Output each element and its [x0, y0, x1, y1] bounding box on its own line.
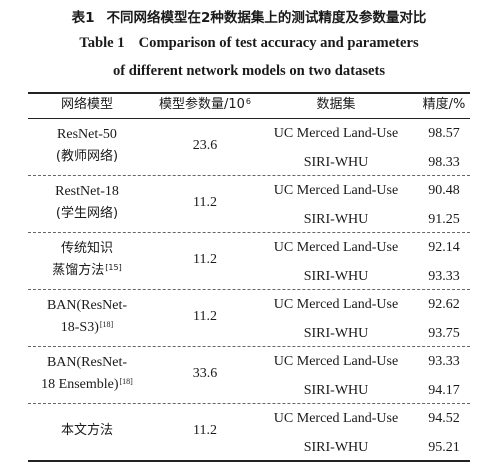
- model-name-line1: ResNet-50: [57, 127, 117, 142]
- accuracy-value: 98.57: [428, 126, 460, 141]
- dataset-name: SIRI-WHU: [303, 155, 369, 170]
- model-name-line1: BAN(ResNet-: [46, 298, 128, 313]
- accuracy-value: 95.21: [428, 440, 460, 455]
- header-params: 模型参数量/106: [146, 97, 264, 113]
- accuracy-value: 91.25: [428, 212, 460, 227]
- params-value: 33.6: [192, 366, 218, 381]
- header-params-label: 模型参数量/10: [158, 97, 245, 112]
- citation-ref: [18]: [119, 377, 133, 386]
- dataset-name: UC Merced Land-Use: [273, 240, 399, 255]
- table-title-en-line2: of different network models on two datas…: [112, 63, 386, 79]
- table-title-zh: 不同网络模型在2种数据集上的测试精度及参数量对比: [106, 10, 427, 26]
- accuracy-value: 93.33: [428, 354, 460, 369]
- params-value: 11.2: [193, 252, 217, 267]
- model-name-line2: 18 Ensemble)[18]: [28, 377, 146, 393]
- model-name-line2-text: 蒸馏方法: [52, 263, 105, 278]
- model-name-line1: RestNet-18: [55, 184, 119, 199]
- dataset-name: UC Merced Land-Use: [273, 354, 399, 369]
- header-params-exponent: 6: [245, 97, 252, 106]
- accuracy-value: 94.17: [428, 383, 460, 398]
- row-separator: [28, 289, 470, 290]
- accuracy-value: 92.62: [428, 297, 460, 312]
- dataset-name: UC Merced Land-Use: [273, 183, 399, 198]
- params-value: 23.6: [192, 138, 218, 153]
- dataset-name: SIRI-WHU: [303, 326, 369, 341]
- dataset-name: SIRI-WHU: [303, 383, 369, 398]
- row-separator: [28, 403, 470, 404]
- table-number-en: Table 1: [79, 35, 125, 51]
- table-number-zh: 表1: [71, 10, 95, 26]
- model-name-line1: 传统知识: [60, 241, 113, 256]
- accuracy-value: 93.75: [428, 326, 460, 341]
- table-caption-zh: 表1 不同网络模型在2种数据集上的测试精度及参数量对比: [0, 6, 498, 26]
- dataset-name: SIRI-WHU: [303, 440, 369, 455]
- model-name-line2: (教师网络): [28, 149, 146, 165]
- params-value: 11.2: [193, 423, 217, 438]
- model-name-line2-text: (教师网络): [55, 149, 119, 164]
- citation-ref: [15]: [105, 263, 122, 272]
- table-bottom-rule: [28, 460, 470, 462]
- row-separator: [28, 232, 470, 233]
- accuracy-value: 92.14: [428, 240, 460, 255]
- table-top-rule: [28, 92, 470, 94]
- table-caption-en: Table 1 Comparison of test accuracy and p…: [0, 35, 498, 52]
- accuracy-value: 90.48: [428, 183, 460, 198]
- params-value: 11.2: [193, 309, 217, 324]
- dataset-name: UC Merced Land-Use: [273, 297, 399, 312]
- header-rule: [28, 118, 470, 119]
- header-model: 网络模型: [60, 97, 113, 112]
- model-name-line2-text: (学生网络): [55, 206, 119, 221]
- dataset-name: UC Merced Land-Use: [273, 411, 399, 426]
- accuracy-value: 93.33: [428, 269, 460, 284]
- dataset-name: UC Merced Land-Use: [273, 126, 399, 141]
- dataset-name: SIRI-WHU: [303, 269, 369, 284]
- model-name-line2-text: 18 Ensemble): [41, 377, 119, 392]
- accuracy-value: 94.52: [428, 411, 460, 426]
- model-name-line1: BAN(ResNet-: [46, 355, 128, 370]
- dataset-name: SIRI-WHU: [303, 212, 369, 227]
- model-name: 本文方法: [60, 423, 113, 438]
- model-name-line2: 18-S3)[18]: [28, 320, 146, 336]
- accuracy-value: 98.33: [428, 155, 460, 170]
- model-name-line2-text: 18-S3): [60, 320, 99, 335]
- header-accuracy: 精度/%: [422, 97, 466, 112]
- params-value: 11.2: [193, 195, 217, 210]
- row-separator: [28, 175, 470, 176]
- citation-ref: [18]: [99, 320, 114, 329]
- model-name-line2: (学生网络): [28, 206, 146, 222]
- model-name-line2: 蒸馏方法[15]: [28, 263, 146, 279]
- table-title-en-line1: Comparison of test accuracy and paramete…: [138, 35, 419, 51]
- header-dataset: 数据集: [316, 97, 356, 112]
- row-separator: [28, 346, 470, 347]
